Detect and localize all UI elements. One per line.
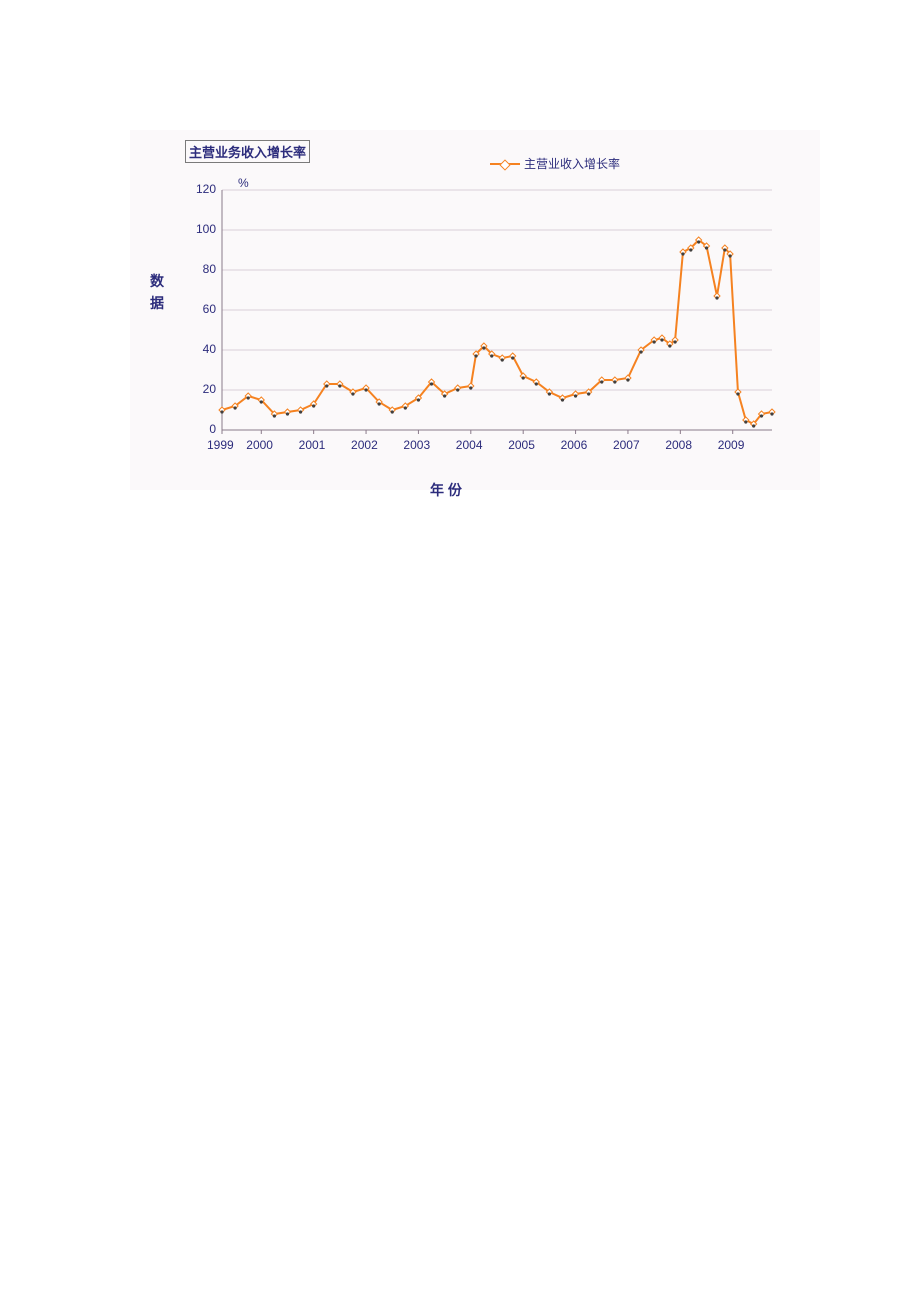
series-dot	[752, 424, 755, 427]
series-dot	[443, 394, 446, 397]
series-dot	[511, 356, 514, 359]
x-tick-label: 2008	[665, 438, 692, 452]
series-dot	[697, 240, 700, 243]
y-axis-label: 数据	[150, 270, 164, 315]
series-dot	[689, 248, 692, 251]
series-dot	[299, 410, 302, 413]
chart-legend: 主营业收入增长率	[490, 155, 620, 172]
series-dot	[482, 346, 485, 349]
series-dot	[325, 384, 328, 387]
series-dot	[233, 406, 236, 409]
y-tick-label: 60	[203, 302, 216, 316]
legend-marker-icon	[499, 159, 510, 170]
series-dot	[736, 392, 739, 395]
series-dot	[770, 412, 773, 415]
series-dot	[626, 378, 629, 381]
page: 主营业务收入增长率 主营业收入增长率 数据 年 份 % 0 20 40 60 80 100…	[0, 0, 920, 1302]
x-tick-label: 2001	[299, 438, 326, 452]
series-dot	[469, 386, 472, 389]
series-dot	[501, 358, 504, 361]
series-dot	[744, 420, 747, 423]
series-dot	[247, 396, 250, 399]
series-dot	[668, 344, 671, 347]
y-tick-label: 80	[203, 262, 216, 276]
series-dot	[723, 248, 726, 251]
x-tick-label: 2005	[508, 438, 535, 452]
series-dot	[653, 340, 656, 343]
series-dot	[522, 376, 525, 379]
series-dot	[378, 402, 381, 405]
chart-plot	[222, 190, 772, 430]
x-tick-label: 2004	[456, 438, 483, 452]
series-dot	[728, 254, 731, 257]
x-tick-label: 2000	[246, 438, 273, 452]
series-dot	[673, 340, 676, 343]
series-dot	[417, 398, 420, 401]
series-dot	[760, 414, 763, 417]
x-tick-label: 1999	[207, 438, 234, 452]
y-tick-label: 100	[196, 222, 216, 236]
series-dot	[260, 400, 263, 403]
series-dot	[364, 388, 367, 391]
series-dot	[273, 414, 276, 417]
series-dot	[535, 382, 538, 385]
series-dot	[660, 338, 663, 341]
x-tick-label: 2006	[561, 438, 588, 452]
series-dot	[312, 404, 315, 407]
series-dot	[474, 354, 477, 357]
series-dot	[548, 392, 551, 395]
series-dot	[705, 246, 708, 249]
series-dot	[587, 392, 590, 395]
series-dot	[613, 380, 616, 383]
series-dot	[430, 382, 433, 385]
series-dot	[456, 388, 459, 391]
x-tick-label: 2003	[403, 438, 430, 452]
series-dot	[391, 410, 394, 413]
series-dot	[220, 410, 223, 413]
y-tick-label: 40	[203, 342, 216, 356]
series-dot	[351, 392, 354, 395]
chart-title: 主营业务收入增长率	[185, 140, 310, 163]
chart-panel: 主营业务收入增长率 主营业收入增长率 数据 年 份 % 020406080100…	[130, 130, 820, 490]
series-dot	[639, 350, 642, 353]
series-dot	[715, 296, 718, 299]
series-dot	[490, 354, 493, 357]
x-tick-label: 2009	[718, 438, 745, 452]
y-tick-label: 120	[196, 182, 216, 196]
series-dot	[338, 384, 341, 387]
series-dot	[600, 380, 603, 383]
series-dot	[681, 252, 684, 255]
x-tick-label: 2002	[351, 438, 378, 452]
x-axis-label: 年 份	[430, 480, 462, 500]
y-tick-label: 0	[209, 422, 216, 436]
legend-label: 主营业收入增长率	[524, 155, 620, 172]
series-dot	[574, 394, 577, 397]
series-line	[222, 240, 772, 424]
series-dot	[561, 398, 564, 401]
series-dot	[286, 412, 289, 415]
y-tick-label: 20	[203, 382, 216, 396]
x-tick-label: 2007	[613, 438, 640, 452]
legend-line	[490, 163, 520, 165]
series-dot	[404, 406, 407, 409]
y-axis-unit: %	[238, 176, 249, 190]
